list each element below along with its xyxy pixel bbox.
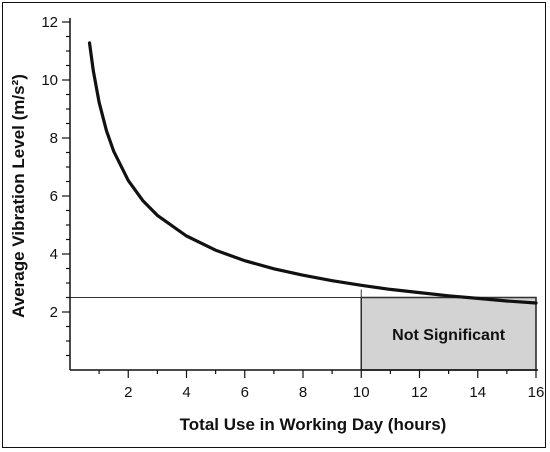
axes: 2 4 6 8 10 12 14 16 2 4 6 8 10 12 bbox=[41, 14, 544, 401]
y-tick-label: 4 bbox=[50, 246, 58, 263]
y-tick-label: 10 bbox=[41, 72, 58, 89]
x-tick-label: 4 bbox=[182, 384, 190, 401]
x-tick-label: 14 bbox=[469, 384, 486, 401]
x-axis-label: Total Use in Working Day (hours) bbox=[180, 415, 447, 434]
chart-frame bbox=[2, 2, 546, 448]
y-axis-label: Average Vibration Level (m/s²) bbox=[9, 74, 28, 318]
x-tick-label: 8 bbox=[299, 384, 307, 401]
x-tick-label: 6 bbox=[241, 384, 249, 401]
x-tick-label: 10 bbox=[353, 384, 370, 401]
vibration-curve bbox=[87, 41, 538, 305]
y-tick-label: 6 bbox=[50, 188, 58, 205]
x-tick-label: 12 bbox=[411, 384, 428, 401]
y-tick-label: 2 bbox=[50, 304, 58, 321]
y-tick-label: 8 bbox=[50, 130, 58, 147]
x-tick-label: 16 bbox=[528, 384, 545, 401]
x-tick-label: 2 bbox=[124, 384, 132, 401]
region-label: Not Significant bbox=[392, 327, 506, 344]
y-tick-label: 12 bbox=[41, 14, 58, 31]
